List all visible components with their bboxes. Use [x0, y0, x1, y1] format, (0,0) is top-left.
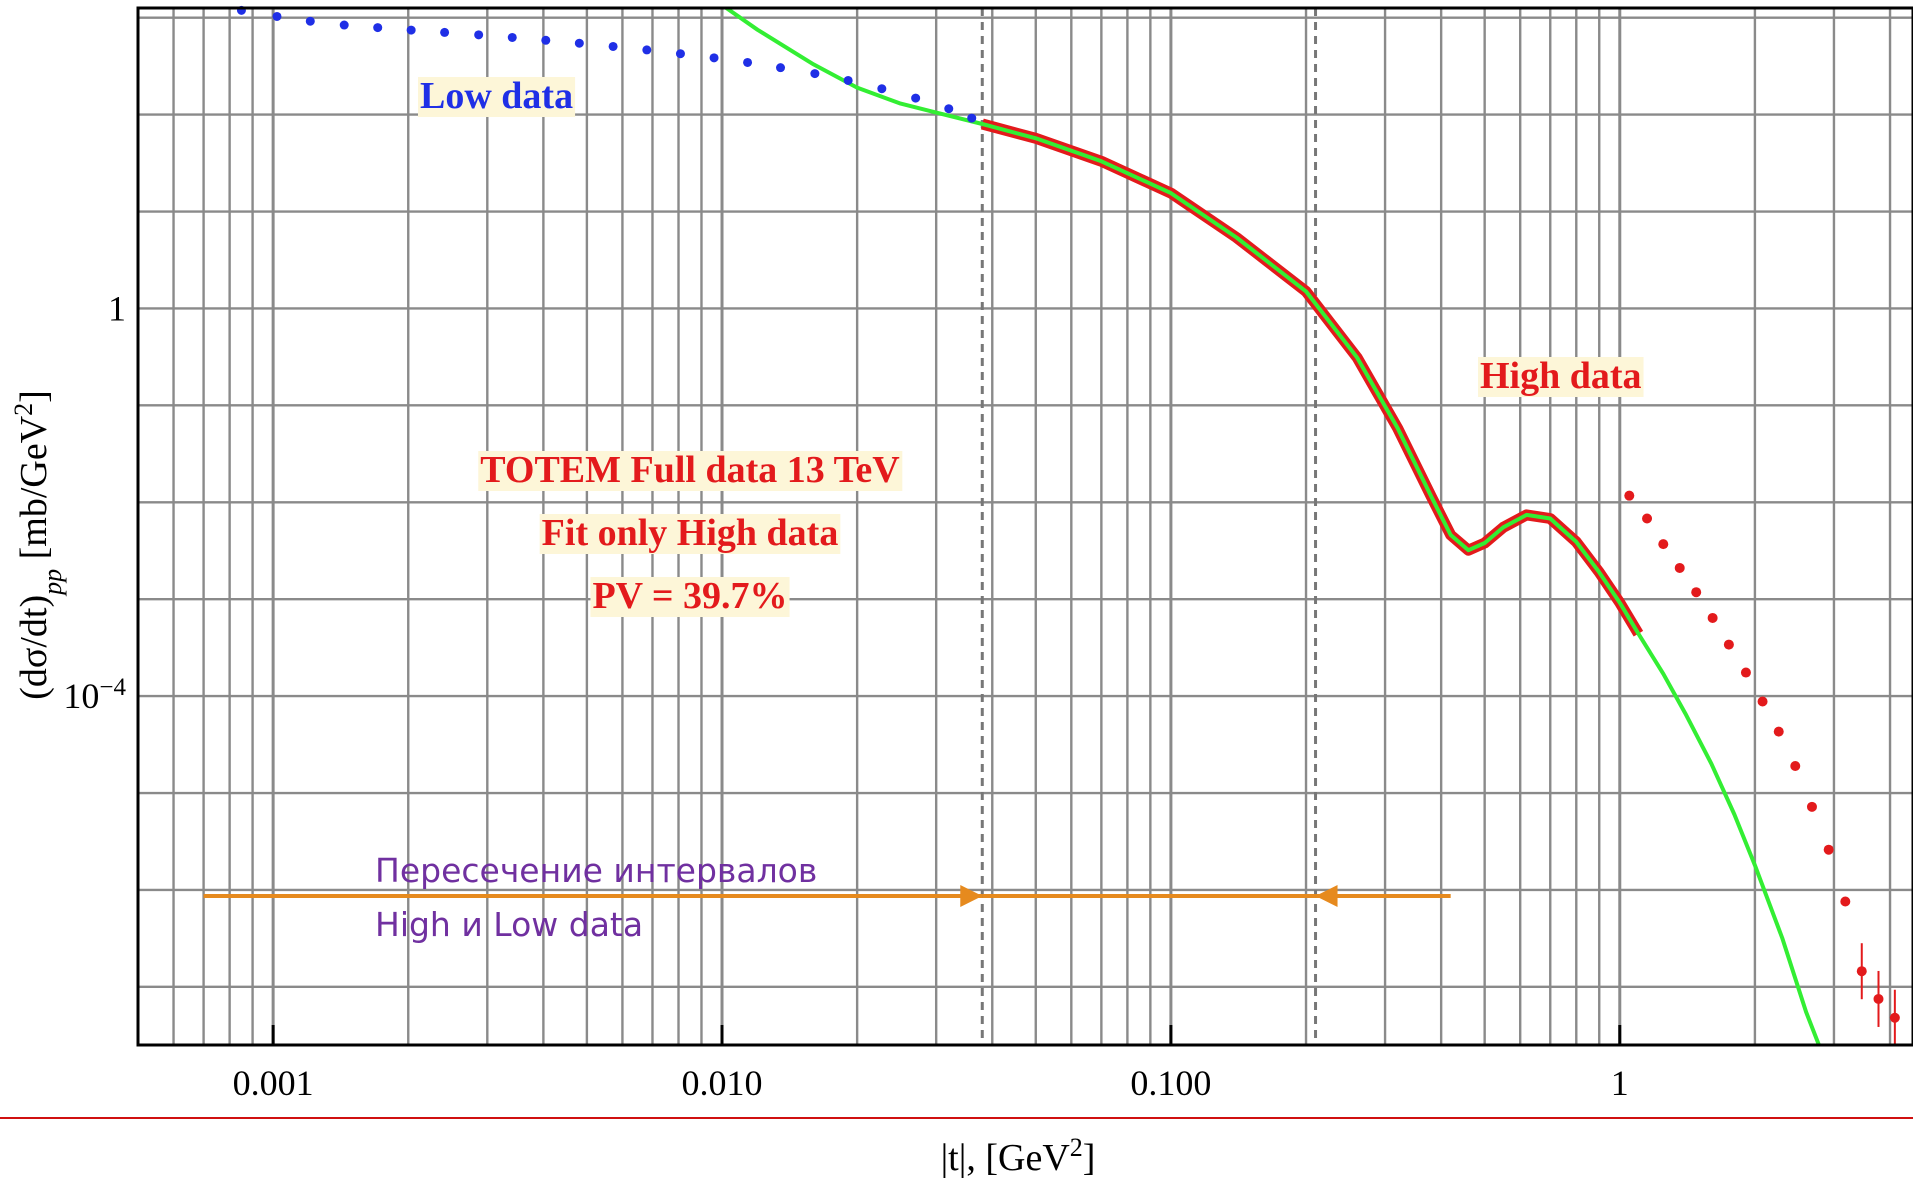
overlap-arrows	[203, 885, 1451, 907]
x-tick-label: 0.001	[233, 1063, 314, 1103]
left-arrow-head	[960, 885, 983, 907]
y-axis-label: (dσ/dt)pp [mb/GeV2]	[9, 390, 67, 700]
fit-info-line-background	[590, 577, 790, 617]
low-data-point	[406, 25, 416, 35]
y-tick-label-exponent: −4	[99, 674, 126, 701]
x-axis-label-superscript: 2	[1070, 1133, 1083, 1162]
x-axis-label: |t|, [GeV2]	[941, 1133, 1096, 1180]
low-data-point	[642, 45, 652, 55]
low-data-point	[843, 75, 853, 85]
low-data-point	[474, 30, 484, 40]
y-axis-label-main: (dσ/dt)	[13, 595, 55, 700]
y-axis-label-close: ]	[13, 390, 55, 403]
high-data-point	[1823, 844, 1834, 855]
high-data-point	[1873, 993, 1884, 1004]
fit-curve	[722, 8, 1822, 1045]
high-data-point	[1658, 539, 1669, 550]
low-data-point	[541, 35, 551, 45]
high-data-point	[1856, 966, 1867, 977]
low-data-point	[944, 104, 954, 114]
low-data-point	[743, 57, 753, 67]
high-data-point	[1790, 761, 1801, 772]
low-data-point	[574, 38, 584, 48]
high-data-label-background	[1478, 357, 1644, 397]
low-data-label-background	[418, 77, 576, 117]
high-data-point	[1773, 726, 1784, 737]
low-data-point	[709, 53, 719, 63]
right-arrow-head	[1315, 885, 1338, 907]
fit-line	[722, 8, 1822, 1045]
x-tick-label: 1	[1611, 1063, 1629, 1103]
high-data-point	[1691, 587, 1702, 598]
y-tick-label: 10−4	[63, 674, 126, 717]
low-data-point	[440, 27, 450, 37]
low-data-point	[272, 11, 282, 21]
high-data-point	[1740, 667, 1751, 678]
fit-info-line: Fit only High data	[542, 512, 839, 554]
high-data-series	[1624, 490, 1900, 1046]
y-tick-label: 1	[108, 288, 126, 328]
high-data-point	[1757, 696, 1768, 707]
low-data-label: Low data	[420, 75, 573, 117]
high-data-point	[1624, 490, 1635, 501]
low-data-point	[810, 69, 820, 79]
overlap-note-line-1: Пересечение интервалов	[375, 851, 817, 890]
overlap-boundary-lines	[980, 8, 1318, 1045]
plot-frame	[136, 6, 1913, 1047]
y-axis-label-superscript: 2	[9, 403, 38, 416]
x-axis-label-main: |t|, [GeV	[941, 1137, 1071, 1179]
high-data-point	[1642, 513, 1653, 524]
high-data-point	[1723, 639, 1734, 650]
high-data-point	[1707, 612, 1718, 623]
high-data-label: High data	[1480, 355, 1642, 397]
low-data-point	[507, 32, 517, 42]
low-data-point	[339, 20, 349, 30]
overlap-note-line-2: High и Low data	[375, 905, 643, 944]
high-data-point	[1889, 1012, 1900, 1023]
low-data-point	[305, 16, 315, 26]
y-tick-label-base: 10	[63, 676, 99, 716]
low-data-point	[675, 49, 685, 59]
y-axis-ticks: 1 10−4	[63, 288, 126, 716]
low-data-point	[967, 113, 977, 123]
x-tick-label: 0.010	[682, 1063, 763, 1103]
x-axis-ticks: 0.001 0.010 0.100 1	[233, 1025, 1629, 1103]
x-axis-label-close: ]	[1083, 1137, 1096, 1179]
fit-info-line: TOTEM Full data 13 TeV	[480, 449, 900, 491]
fit-info-line-background	[539, 514, 841, 554]
y-axis-label-subscript: pp	[38, 569, 67, 597]
fit-info-box: TOTEM Full data 13 TeV Fit only High data…	[478, 449, 903, 617]
low-data-point	[608, 41, 618, 51]
low-data-point	[877, 84, 887, 94]
fit-info-line-background	[478, 451, 903, 491]
low-data-point	[776, 63, 786, 73]
fit-info-line: PV = 39.7%	[592, 575, 787, 617]
high-data-point	[1674, 562, 1685, 573]
high-data-point	[1840, 896, 1851, 907]
y-axis-label-units: [mb/GeV	[13, 415, 55, 569]
low-data-point	[911, 93, 921, 103]
low-data-series	[236, 5, 977, 123]
high-data-point	[1806, 801, 1817, 812]
y-tick-label-base: 1	[108, 288, 126, 328]
x-tick-label: 0.100	[1130, 1063, 1211, 1103]
low-data-point	[373, 23, 383, 33]
